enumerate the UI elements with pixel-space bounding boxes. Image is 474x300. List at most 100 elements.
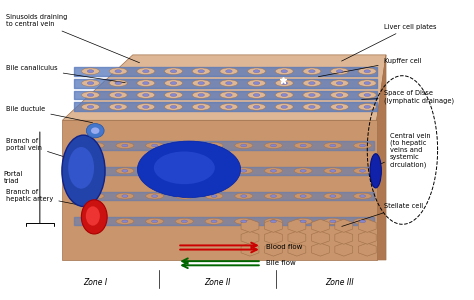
Ellipse shape bbox=[336, 105, 343, 108]
Ellipse shape bbox=[146, 218, 164, 224]
Ellipse shape bbox=[164, 92, 182, 98]
Ellipse shape bbox=[82, 80, 100, 86]
Ellipse shape bbox=[192, 80, 210, 86]
Ellipse shape bbox=[146, 193, 164, 199]
Ellipse shape bbox=[170, 105, 177, 108]
Ellipse shape bbox=[175, 193, 193, 199]
Ellipse shape bbox=[192, 92, 210, 98]
Ellipse shape bbox=[87, 70, 94, 73]
Ellipse shape bbox=[336, 94, 343, 97]
Ellipse shape bbox=[198, 82, 204, 85]
Ellipse shape bbox=[115, 82, 121, 85]
Ellipse shape bbox=[82, 200, 107, 234]
Ellipse shape bbox=[205, 193, 223, 199]
Ellipse shape bbox=[115, 70, 121, 73]
Polygon shape bbox=[63, 120, 377, 260]
Ellipse shape bbox=[181, 195, 187, 197]
Ellipse shape bbox=[264, 193, 283, 199]
Ellipse shape bbox=[359, 195, 365, 197]
Ellipse shape bbox=[137, 80, 155, 86]
Ellipse shape bbox=[115, 105, 121, 108]
Ellipse shape bbox=[143, 70, 149, 73]
Ellipse shape bbox=[62, 135, 105, 206]
Ellipse shape bbox=[264, 218, 283, 224]
Ellipse shape bbox=[220, 68, 238, 74]
Ellipse shape bbox=[303, 92, 321, 98]
Ellipse shape bbox=[116, 218, 134, 224]
Ellipse shape bbox=[137, 103, 155, 110]
Ellipse shape bbox=[87, 105, 94, 108]
Text: Liver cell plates: Liver cell plates bbox=[342, 24, 436, 61]
Ellipse shape bbox=[300, 169, 306, 172]
Ellipse shape bbox=[226, 82, 232, 85]
Ellipse shape bbox=[170, 82, 177, 85]
Text: Zone II: Zone II bbox=[204, 278, 230, 287]
Ellipse shape bbox=[143, 94, 149, 97]
Ellipse shape bbox=[154, 152, 215, 184]
Ellipse shape bbox=[146, 168, 164, 174]
Ellipse shape bbox=[330, 169, 336, 172]
Ellipse shape bbox=[281, 70, 288, 73]
Ellipse shape bbox=[294, 218, 312, 224]
Ellipse shape bbox=[170, 94, 177, 97]
Ellipse shape bbox=[364, 82, 371, 85]
Ellipse shape bbox=[82, 103, 100, 110]
Ellipse shape bbox=[86, 168, 104, 174]
Ellipse shape bbox=[253, 70, 260, 73]
Ellipse shape bbox=[253, 94, 260, 97]
Ellipse shape bbox=[226, 70, 232, 73]
Text: Zone III: Zone III bbox=[325, 278, 354, 287]
Ellipse shape bbox=[181, 169, 187, 172]
Ellipse shape bbox=[137, 92, 155, 98]
Ellipse shape bbox=[211, 169, 217, 172]
Ellipse shape bbox=[152, 220, 158, 223]
Ellipse shape bbox=[86, 124, 104, 138]
Ellipse shape bbox=[122, 195, 128, 197]
Ellipse shape bbox=[253, 82, 260, 85]
Ellipse shape bbox=[137, 141, 241, 198]
Text: Stellate cell: Stellate cell bbox=[342, 203, 423, 226]
Ellipse shape bbox=[324, 218, 342, 224]
Ellipse shape bbox=[211, 220, 217, 223]
Ellipse shape bbox=[275, 103, 293, 110]
Ellipse shape bbox=[192, 68, 210, 74]
Text: Sinusoids draining
to central vein: Sinusoids draining to central vein bbox=[6, 14, 139, 63]
Ellipse shape bbox=[354, 142, 372, 148]
Ellipse shape bbox=[116, 142, 134, 148]
Ellipse shape bbox=[359, 220, 365, 223]
Ellipse shape bbox=[294, 142, 312, 148]
Ellipse shape bbox=[354, 193, 372, 199]
Ellipse shape bbox=[247, 92, 265, 98]
Ellipse shape bbox=[359, 169, 365, 172]
Ellipse shape bbox=[192, 103, 210, 110]
Ellipse shape bbox=[309, 94, 315, 97]
Ellipse shape bbox=[324, 193, 342, 199]
Ellipse shape bbox=[205, 218, 223, 224]
Ellipse shape bbox=[220, 92, 238, 98]
Ellipse shape bbox=[122, 169, 128, 172]
Text: Branch of
hepatic artery: Branch of hepatic artery bbox=[6, 189, 91, 207]
Ellipse shape bbox=[270, 144, 276, 147]
Ellipse shape bbox=[300, 195, 306, 197]
Ellipse shape bbox=[211, 144, 217, 147]
Text: Kupffer cell: Kupffer cell bbox=[319, 58, 421, 77]
Ellipse shape bbox=[309, 82, 315, 85]
Ellipse shape bbox=[275, 92, 293, 98]
Ellipse shape bbox=[92, 144, 98, 147]
Ellipse shape bbox=[82, 68, 100, 74]
Ellipse shape bbox=[370, 154, 381, 188]
Ellipse shape bbox=[205, 142, 223, 148]
Ellipse shape bbox=[300, 144, 306, 147]
Ellipse shape bbox=[303, 80, 321, 86]
Ellipse shape bbox=[331, 68, 348, 74]
Ellipse shape bbox=[164, 68, 182, 74]
Ellipse shape bbox=[294, 193, 312, 199]
Ellipse shape bbox=[354, 218, 372, 224]
Ellipse shape bbox=[152, 144, 158, 147]
Ellipse shape bbox=[92, 169, 98, 172]
Ellipse shape bbox=[354, 168, 372, 174]
Ellipse shape bbox=[281, 94, 288, 97]
Ellipse shape bbox=[253, 105, 260, 108]
Ellipse shape bbox=[336, 70, 343, 73]
Ellipse shape bbox=[137, 68, 155, 74]
